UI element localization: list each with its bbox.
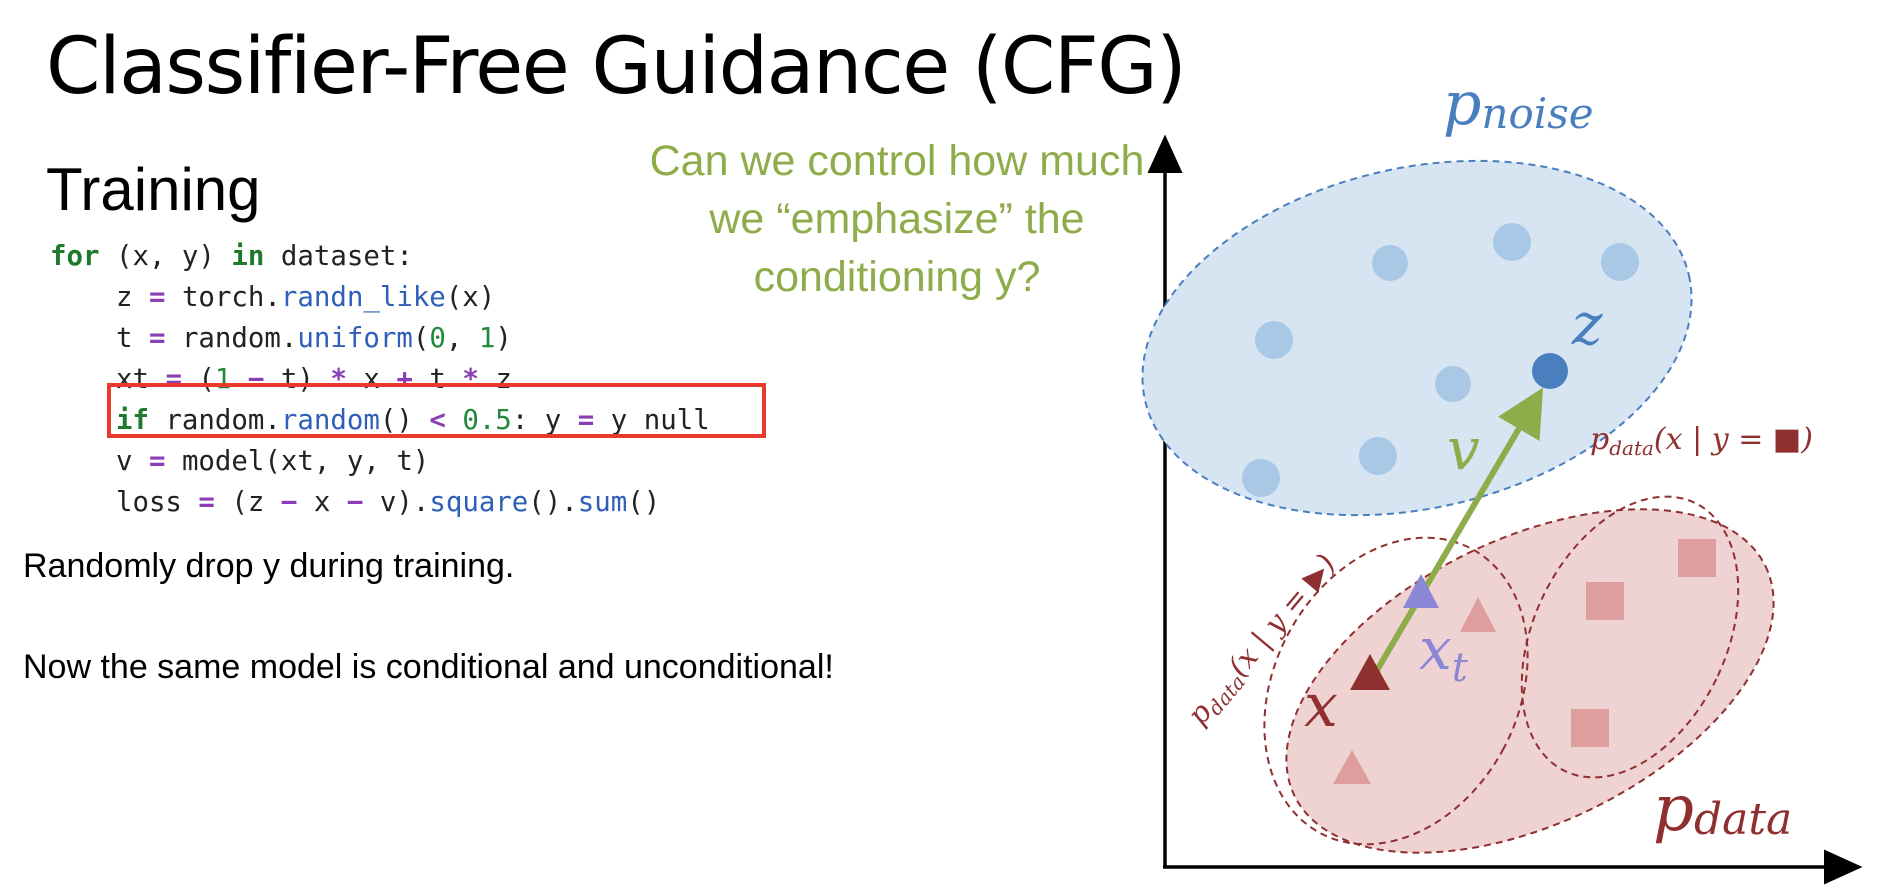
note-drop-y: Randomly drop y during training. (23, 547, 515, 585)
v-arrow (1370, 387, 1544, 679)
xt-point (1403, 574, 1439, 608)
x-label: x (1304, 671, 1338, 741)
p-data-square-label: pdata(x | y = ■) (1590, 422, 1813, 460)
code-line: loss = (z − x − v).square().sum() (50, 487, 661, 518)
x-point (1350, 654, 1390, 690)
code-line: if random.random() < 0.5: y = y_null (115, 405, 710, 436)
code-line: v = model(xt, y, t) (50, 446, 430, 477)
square-class-region (1520, 495, 1740, 779)
triangle-class-region (1263, 536, 1529, 846)
square-samples (1571, 539, 1716, 747)
p-noise-label: pnoise (1443, 69, 1594, 139)
code-line: z = torch.randn_like(x) (50, 282, 496, 313)
section-heading-training: Training (46, 156, 261, 223)
z-point (1532, 353, 1568, 389)
callout-question: Can we control how much we “emphasize” t… (649, 137, 1145, 301)
v-label: v (1447, 415, 1480, 483)
slide-title: Classifier-Free Guidance (CFG) (46, 22, 1187, 112)
noise-region (1141, 159, 1693, 517)
p-data-label: pdata (1653, 772, 1792, 846)
noise-samples (1242, 223, 1639, 497)
z-label: z (1571, 290, 1603, 358)
code-line: xt = (1 − t) * x + t * z (50, 364, 512, 395)
note-same-model: Now the same model is conditional and un… (23, 648, 834, 686)
code-line: t = random.uniform(0, 1) (50, 323, 512, 354)
triangle-samples (1333, 597, 1496, 784)
xt-label: xt (1419, 615, 1469, 691)
code-highlight-box (107, 383, 766, 438)
code-line: for (x, y) in dataset: (50, 241, 413, 272)
training-code-block: for (x, y) in dataset: z = torch.randn_l… (50, 236, 710, 523)
data-region (1285, 508, 1775, 854)
